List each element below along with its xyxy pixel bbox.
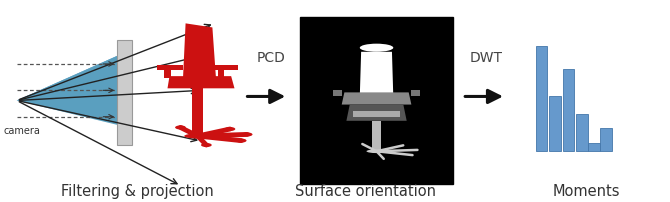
Bar — [300, 18, 453, 184]
Text: Filtering & projection: Filtering & projection — [61, 183, 214, 198]
Text: camera: camera — [3, 125, 40, 135]
Ellipse shape — [236, 139, 247, 143]
Ellipse shape — [201, 143, 212, 147]
Text: DWT: DWT — [469, 51, 502, 65]
Polygon shape — [183, 24, 216, 85]
Bar — [164, 70, 171, 79]
Polygon shape — [168, 77, 234, 89]
Ellipse shape — [224, 127, 235, 132]
Bar — [576, 115, 588, 152]
Bar — [333, 91, 342, 97]
Bar — [600, 128, 612, 152]
Ellipse shape — [360, 44, 393, 53]
Ellipse shape — [242, 133, 253, 137]
Bar — [563, 69, 574, 152]
Polygon shape — [360, 53, 393, 97]
Bar — [218, 70, 224, 79]
Polygon shape — [342, 93, 411, 105]
Bar — [536, 46, 547, 152]
Text: PCD: PCD — [257, 51, 286, 65]
Bar — [588, 143, 600, 152]
Text: Moments: Moments — [553, 183, 620, 198]
Polygon shape — [17, 57, 117, 101]
Ellipse shape — [184, 134, 211, 139]
Bar — [117, 40, 132, 145]
Ellipse shape — [175, 126, 186, 130]
Bar — [549, 97, 561, 152]
Polygon shape — [346, 105, 407, 121]
Bar — [157, 66, 183, 71]
Text: Surface orientation: Surface orientation — [295, 183, 436, 198]
Ellipse shape — [366, 150, 387, 153]
Bar — [372, 121, 381, 152]
Bar — [411, 91, 420, 97]
Polygon shape — [17, 57, 117, 125]
Bar — [192, 89, 203, 135]
Bar — [353, 111, 400, 117]
Polygon shape — [17, 57, 117, 101]
Bar — [212, 66, 238, 71]
